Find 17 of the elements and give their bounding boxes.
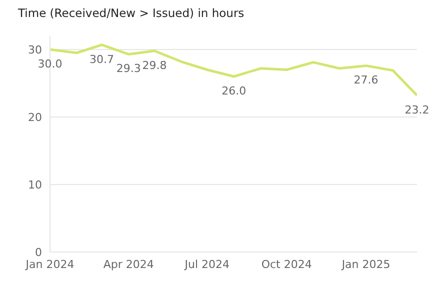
y-tick-label: 20: [28, 110, 42, 124]
y-tick-label: 0: [35, 246, 42, 259]
y-tick-label: 10: [28, 178, 42, 192]
x-tick-label: Apr 2024: [103, 258, 154, 271]
data-label: 29.3: [116, 62, 141, 76]
data-label: 26.0: [222, 84, 246, 98]
data-label: 23.2: [404, 103, 430, 116]
data-label: 30.7: [90, 52, 114, 66]
x-tick-label: Jan 2024: [24, 258, 74, 271]
data-label: 27.6: [354, 74, 378, 87]
data-label: 30.0: [38, 58, 62, 70]
x-tick-label: Oct 2024: [261, 258, 312, 271]
x-tick-label: Jan 2025: [340, 258, 390, 271]
chart-title: Time (Received/New > Issued) in hours: [18, 6, 246, 22]
data-label: 29.8: [142, 58, 167, 72]
x-tick-label: Jul 2024: [184, 258, 230, 271]
y-tick-label: 30: [28, 43, 42, 56]
